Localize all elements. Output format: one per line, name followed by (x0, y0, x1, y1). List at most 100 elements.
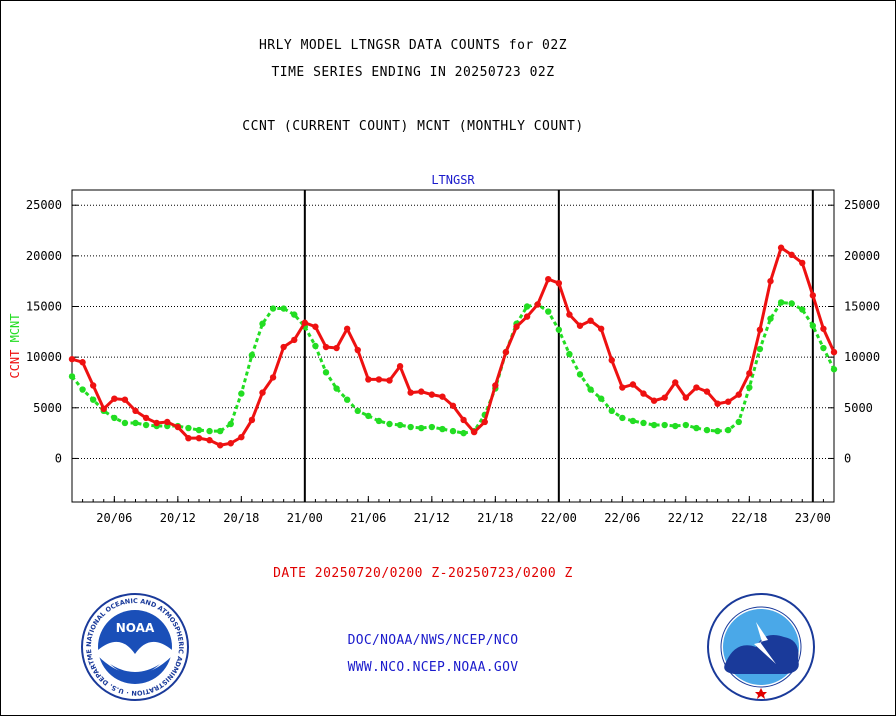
data-point-ccnt (597, 325, 605, 332)
data-point-mcnt (195, 426, 203, 434)
data-point-ccnt (111, 395, 118, 402)
data-point-mcnt (280, 305, 287, 312)
data-point-mcnt (777, 299, 785, 306)
x-tick-label: 20/06 (96, 511, 132, 525)
data-point-ccnt (428, 391, 436, 398)
data-point-ccnt (206, 437, 213, 444)
data-point-ccnt (746, 370, 753, 377)
data-point-ccnt (142, 414, 150, 422)
data-point-mcnt (566, 350, 573, 358)
data-point-mcnt (809, 322, 817, 329)
data-point-ccnt (174, 423, 182, 431)
data-point-ccnt (418, 388, 425, 395)
data-point-mcnt (735, 418, 742, 426)
y-axis-label: CCNT MCNT (8, 313, 22, 378)
data-point-mcnt (714, 427, 721, 435)
data-point-ccnt (439, 393, 446, 400)
data-point-ccnt (502, 348, 510, 356)
x-tick-label: 22/06 (604, 511, 640, 525)
noaa-logo-text: NOAA (116, 621, 155, 635)
x-tick-label: 21/12 (414, 511, 450, 525)
data-point-ccnt (259, 389, 266, 396)
data-point-ccnt (788, 251, 795, 259)
y-tick-label-right: 0 (844, 451, 851, 465)
data-point-ccnt (703, 388, 711, 395)
data-point-ccnt (375, 376, 383, 383)
data-point-mcnt (216, 427, 224, 435)
data-point-ccnt (809, 292, 817, 299)
data-point-mcnt (111, 414, 118, 422)
data-point-ccnt (132, 407, 139, 415)
doc-noaa-link[interactable]: DOC/NOAA/NWS/NCEP/NCO (347, 633, 519, 648)
data-point-mcnt (820, 344, 827, 352)
data-point-ccnt (322, 343, 330, 351)
data-point-ccnt (629, 381, 637, 388)
data-point-mcnt (788, 300, 795, 307)
data-point-mcnt (407, 423, 414, 431)
data-point-mcnt (597, 395, 605, 402)
chart-title-line-1: HRLY MODEL LTNGSR DATA COUNTS for 02Z (258, 38, 568, 53)
data-point-ccnt (164, 418, 171, 426)
data-point-ccnt (280, 343, 287, 351)
data-point-mcnt (396, 421, 404, 429)
x-tick-label: 21/00 (287, 511, 323, 525)
data-point-ccnt (195, 434, 203, 442)
data-point-ccnt (534, 301, 541, 308)
data-point-ccnt (566, 311, 573, 318)
data-point-ccnt (407, 389, 414, 396)
data-point-mcnt (79, 386, 86, 393)
series-line-mcnt (70, 300, 836, 435)
data-point-ccnt (693, 384, 700, 391)
data-point-mcnt (724, 426, 732, 434)
noaa-logo-icon: NATIONAL OCEANIC AND ATMOSPHERIC ADMINIS… (80, 592, 189, 701)
data-point-ccnt (481, 418, 488, 426)
data-point-ccnt (682, 394, 690, 401)
data-point-mcnt (269, 305, 277, 312)
data-point-mcnt (343, 396, 351, 403)
data-point-ccnt (269, 374, 277, 381)
data-point-mcnt (545, 308, 552, 315)
x-tick-label: 22/18 (731, 511, 767, 525)
y-axis-label-ccnt: CCNT (8, 342, 22, 378)
data-point-ccnt (365, 376, 372, 383)
data-point-mcnt (333, 385, 340, 392)
data-point-ccnt (343, 325, 351, 332)
data-point-ccnt (185, 434, 192, 442)
data-point-mcnt (650, 421, 658, 429)
data-point-ccnt (121, 396, 129, 403)
data-point-ccnt (89, 382, 97, 389)
data-point-ccnt (153, 419, 160, 427)
y-tick-label-right: 5000 (844, 401, 873, 415)
y-tick-label-left: 15000 (26, 299, 62, 313)
data-point-ccnt (449, 402, 457, 409)
data-point-mcnt (227, 420, 234, 428)
nco-website-link[interactable]: WWW.NCO.NCEP.NOAA.GOV (347, 660, 519, 675)
data-point-mcnt (799, 306, 806, 313)
data-point-ccnt (777, 244, 785, 251)
data-point-ccnt (470, 428, 478, 436)
data-point-ccnt (386, 377, 393, 384)
y-axis-label-mcnt: MCNT (8, 313, 22, 342)
data-point-ccnt (238, 433, 245, 441)
data-point-mcnt (132, 419, 139, 427)
data-point-mcnt (756, 345, 764, 353)
data-point-ccnt (513, 323, 520, 330)
data-point-ccnt (216, 442, 224, 449)
data-point-ccnt (301, 319, 309, 326)
data-point-ccnt (672, 379, 679, 386)
data-point-ccnt (820, 325, 827, 332)
y-tick-label-left: 25000 (26, 198, 62, 212)
data-point-ccnt (227, 440, 234, 447)
x-tick-label: 20/12 (160, 511, 196, 525)
x-tick-label: 20/18 (223, 511, 259, 525)
data-point-mcnt (206, 427, 213, 435)
chart-title-line-3: CCNT (CURRENT COUNT) MCNT (MONTHLY COUNT… (242, 119, 584, 134)
data-point-mcnt (322, 369, 330, 376)
y-tick-label-left: 20000 (26, 249, 62, 263)
data-point-mcnt (608, 407, 615, 415)
data-point-ccnt (354, 346, 361, 354)
data-point-mcnt (68, 373, 76, 380)
data-point-ccnt (714, 400, 721, 407)
y-tick-label-right: 25000 (844, 198, 880, 212)
plot-title: LTNGSR (431, 173, 475, 187)
